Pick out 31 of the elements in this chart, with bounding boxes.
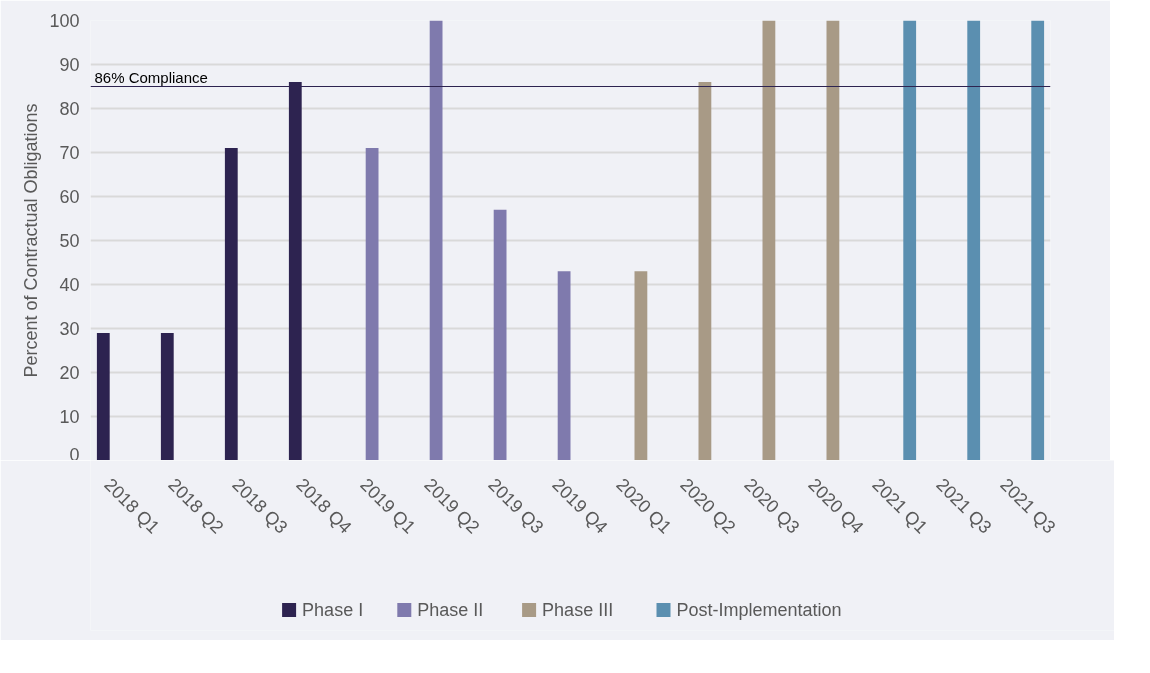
bar — [365, 148, 379, 460]
bar — [967, 20, 981, 460]
bar — [429, 20, 443, 460]
y-tick-label: 40 — [59, 275, 80, 295]
bar — [762, 20, 776, 460]
y-tick-label: 90 — [59, 55, 80, 75]
bar — [96, 332, 110, 460]
y-tick-label: 100 — [49, 11, 80, 31]
bar — [160, 332, 174, 460]
legend-label: Post-Implementation — [676, 600, 842, 621]
bar — [903, 20, 917, 460]
ref-line-label: 86% Compliance — [94, 68, 208, 86]
y-tick-label: 50 — [59, 231, 80, 251]
y-tick-label: 30 — [59, 319, 80, 339]
y-tick-label: 60 — [59, 187, 80, 207]
bar — [634, 271, 648, 460]
bar — [224, 148, 238, 460]
legend-label: Phase I — [302, 600, 364, 621]
y-axis-title: Percent of Contractual Obligations — [21, 103, 42, 378]
bar — [698, 82, 712, 460]
y-tick-label: 20 — [59, 363, 80, 383]
bar — [826, 20, 840, 460]
legend-label: Phase II — [417, 600, 484, 621]
y-tick-label: 70 — [59, 143, 80, 163]
y-tick-label: 0 — [69, 444, 80, 465]
bar — [1031, 20, 1045, 460]
y-tick-label: 10 — [59, 407, 80, 427]
bar — [493, 209, 507, 460]
legend-label: Phase III — [542, 600, 614, 621]
y-tick-label: 80 — [59, 99, 80, 119]
bar — [557, 271, 571, 460]
